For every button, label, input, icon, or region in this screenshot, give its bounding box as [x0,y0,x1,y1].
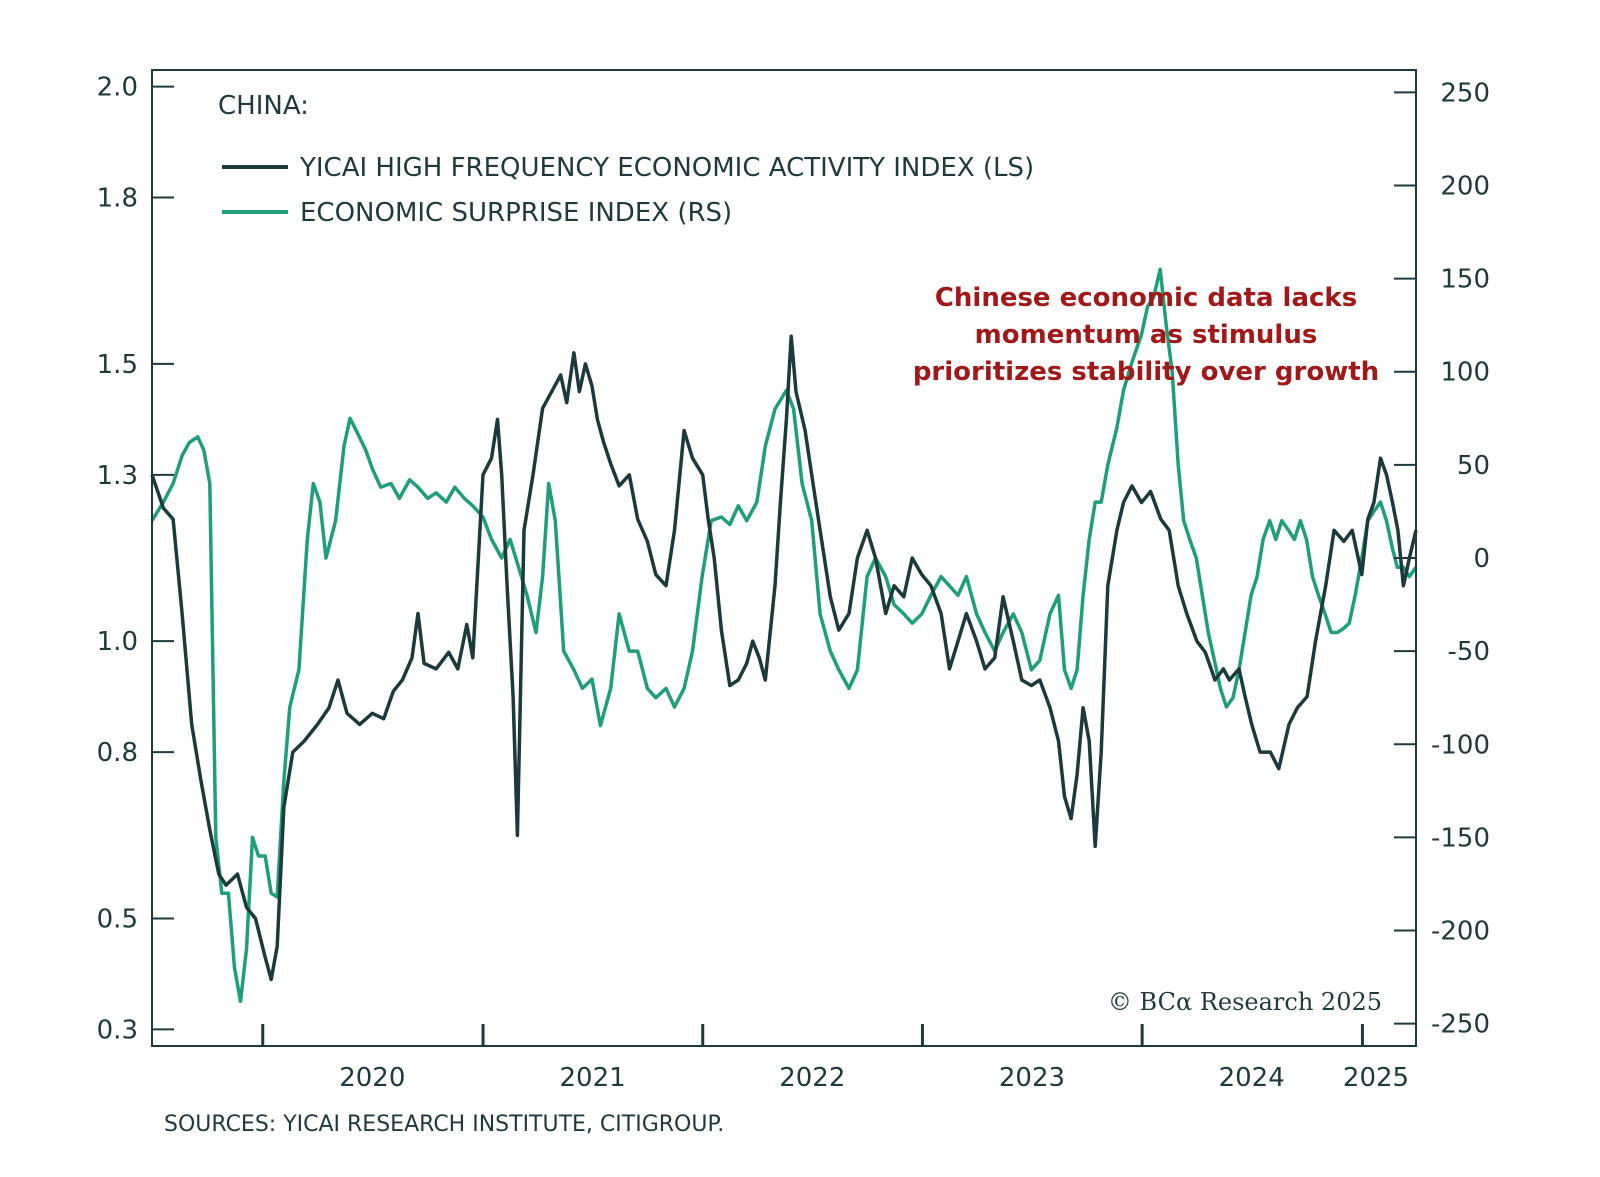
left-tick-label: 1.3 [97,461,138,491]
left-tick-label: 0.3 [97,1015,138,1045]
right-tick-label: 50 [1457,451,1490,481]
left-axis: 0.3 0.5 0.8 1.0 1.3 1.5 1.8 2.0 [97,73,174,1045]
left-tick-label: 1.0 [97,627,138,657]
x-tick-label: 2023 [999,1063,1065,1093]
legend: YICAI HIGH FREQUENCY ECONOMIC ACTIVITY I… [222,153,1034,228]
series-lines [150,267,1418,1004]
x-axis: 2020 2021 2022 2023 2024 2025 [261,1024,1409,1093]
right-tick-label: 200 [1440,171,1490,201]
right-tick-label: -200 [1431,917,1490,947]
right-tick-label: -150 [1431,823,1490,853]
copyright: © BCα Research 2025 [1108,988,1382,1016]
right-tick-label: 0 [1473,544,1490,574]
annotation-line-3: prioritizes stability over growth [913,357,1379,387]
x-tick-label: 2020 [339,1063,405,1093]
right-tick-label: -100 [1431,730,1490,760]
series-line-surprise [150,267,1418,1004]
source-note: SOURCES: YICAI RESEARCH INSTITUTE, CITIG… [164,1112,724,1137]
right-tick-label: -50 [1448,637,1490,667]
right-tick-label: 100 [1440,358,1490,388]
right-axis: -250 -200 -150 -100 -50 0 50 100 150 200 250 [1394,78,1490,1040]
x-tick-label: 2021 [560,1063,626,1093]
left-tick-label: 1.5 [97,350,138,380]
annotation-line-2: momentum as stimulus [975,320,1318,350]
right-tick-label: -250 [1431,1010,1490,1040]
left-tick-label: 0.8 [97,738,138,768]
x-tick-label: 2024 [1219,1063,1285,1093]
right-tick-label: 250 [1440,78,1490,108]
left-tick-label: 1.8 [97,184,138,214]
annotation-line-1: Chinese economic data lacks [935,283,1357,313]
legend-label-activity: YICAI HIGH FREQUENCY ECONOMIC ACTIVITY I… [299,153,1034,183]
chart-title: CHINA: [218,91,309,121]
annotation: Chinese economic data lacks momentum as … [913,283,1379,387]
x-tick-label: 2025 [1343,1063,1409,1093]
left-tick-label: 2.0 [97,73,138,103]
series-line-activity [150,334,1418,982]
right-tick-label: 150 [1440,265,1490,295]
x-tick-label: 2022 [779,1063,845,1093]
left-tick-label: 0.5 [97,904,138,934]
legend-label-surprise: ECONOMIC SURPRISE INDEX (RS) [300,198,732,228]
